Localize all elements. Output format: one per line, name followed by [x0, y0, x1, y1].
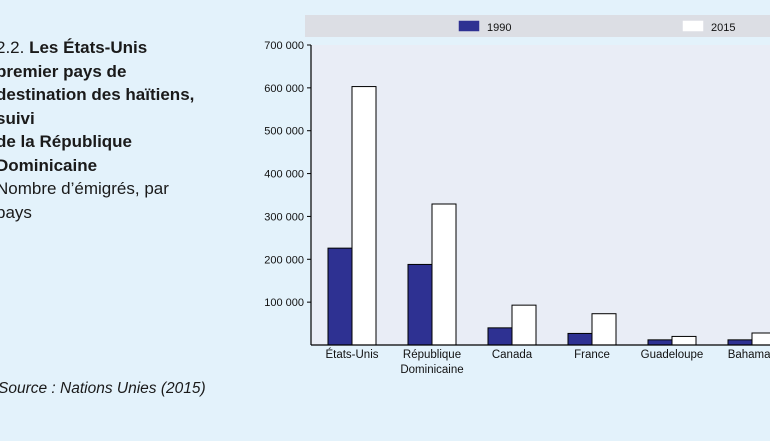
chart-caption: 2.2. Les États-Unis premier pays de dest…: [0, 36, 236, 224]
y-tick-label: 100 000: [264, 297, 304, 309]
y-tick-label: 700 000: [264, 40, 304, 52]
x-tick-label: République: [403, 349, 461, 361]
bar-2015-1: [431, 203, 457, 346]
bar-1990-2: [487, 327, 513, 346]
bar-2015-4: [671, 335, 697, 346]
bar-1990-0: [327, 247, 353, 346]
legend-swatch-2015: [682, 20, 704, 32]
caption-subtitle-line-1: Nombre d’émigrés, par: [0, 179, 169, 198]
bar-2015-5: [751, 332, 770, 346]
bar-1990-3: [567, 332, 593, 346]
caption-title: 2.2. Les États-Unis premier pays de dest…: [0, 36, 236, 177]
y-tick-label: 300 000: [264, 211, 304, 223]
bar-2015-0: [351, 86, 377, 346]
legend-bar: [305, 15, 770, 37]
x-tick-label: Dominicaine: [400, 364, 463, 376]
legend-swatch-1990: [458, 20, 480, 32]
x-tick-label: Canada: [492, 349, 533, 361]
x-tick-label: États-Unis: [325, 348, 378, 361]
y-tick-label: 500 000: [264, 126, 304, 138]
caption-title-line-2: premier pays de: [0, 61, 127, 81]
plot-area: [311, 45, 770, 345]
legend-label-1990: 1990: [487, 22, 511, 34]
caption-subtitle-line-2: pays: [0, 202, 32, 222]
caption-title-line-4: de la République Dominicaine: [0, 132, 133, 175]
caption-number: 2.2.: [0, 38, 25, 57]
y-axis: 100 000 200 000 300 000 400 000 500 000 600 0…: [264, 40, 312, 345]
bar-1990-1: [407, 263, 433, 346]
x-tick-label: France: [574, 349, 610, 361]
caption-subtitle: Nombre d’émigrés, par pays: [0, 177, 236, 224]
x-axis: États-Unis République Dominicaine Canada Fra…: [311, 344, 770, 376]
x-tick-label: Guadeloupe: [641, 349, 704, 361]
y-tick-label: 400 000: [264, 169, 304, 181]
legend: 1990 2015: [458, 20, 735, 34]
y-tick-label: 600 000: [264, 83, 304, 95]
bar-2015-3: [591, 313, 617, 346]
legend-label-2015: 2015: [711, 22, 735, 34]
source-note: Source : Nations Unies (2015): [0, 380, 206, 397]
bars: [327, 86, 770, 346]
bar-2015-2: [511, 304, 537, 346]
bar-1990-5: [727, 339, 753, 346]
caption-title-line-3: destination des haïtiens, suivi: [0, 85, 195, 128]
x-tick-label: Bahamas: [728, 349, 770, 361]
caption-title-line-1: Les États-Unis: [29, 38, 148, 57]
y-tick-label: 200 000: [264, 254, 304, 266]
bar-1990-4: [647, 339, 673, 346]
